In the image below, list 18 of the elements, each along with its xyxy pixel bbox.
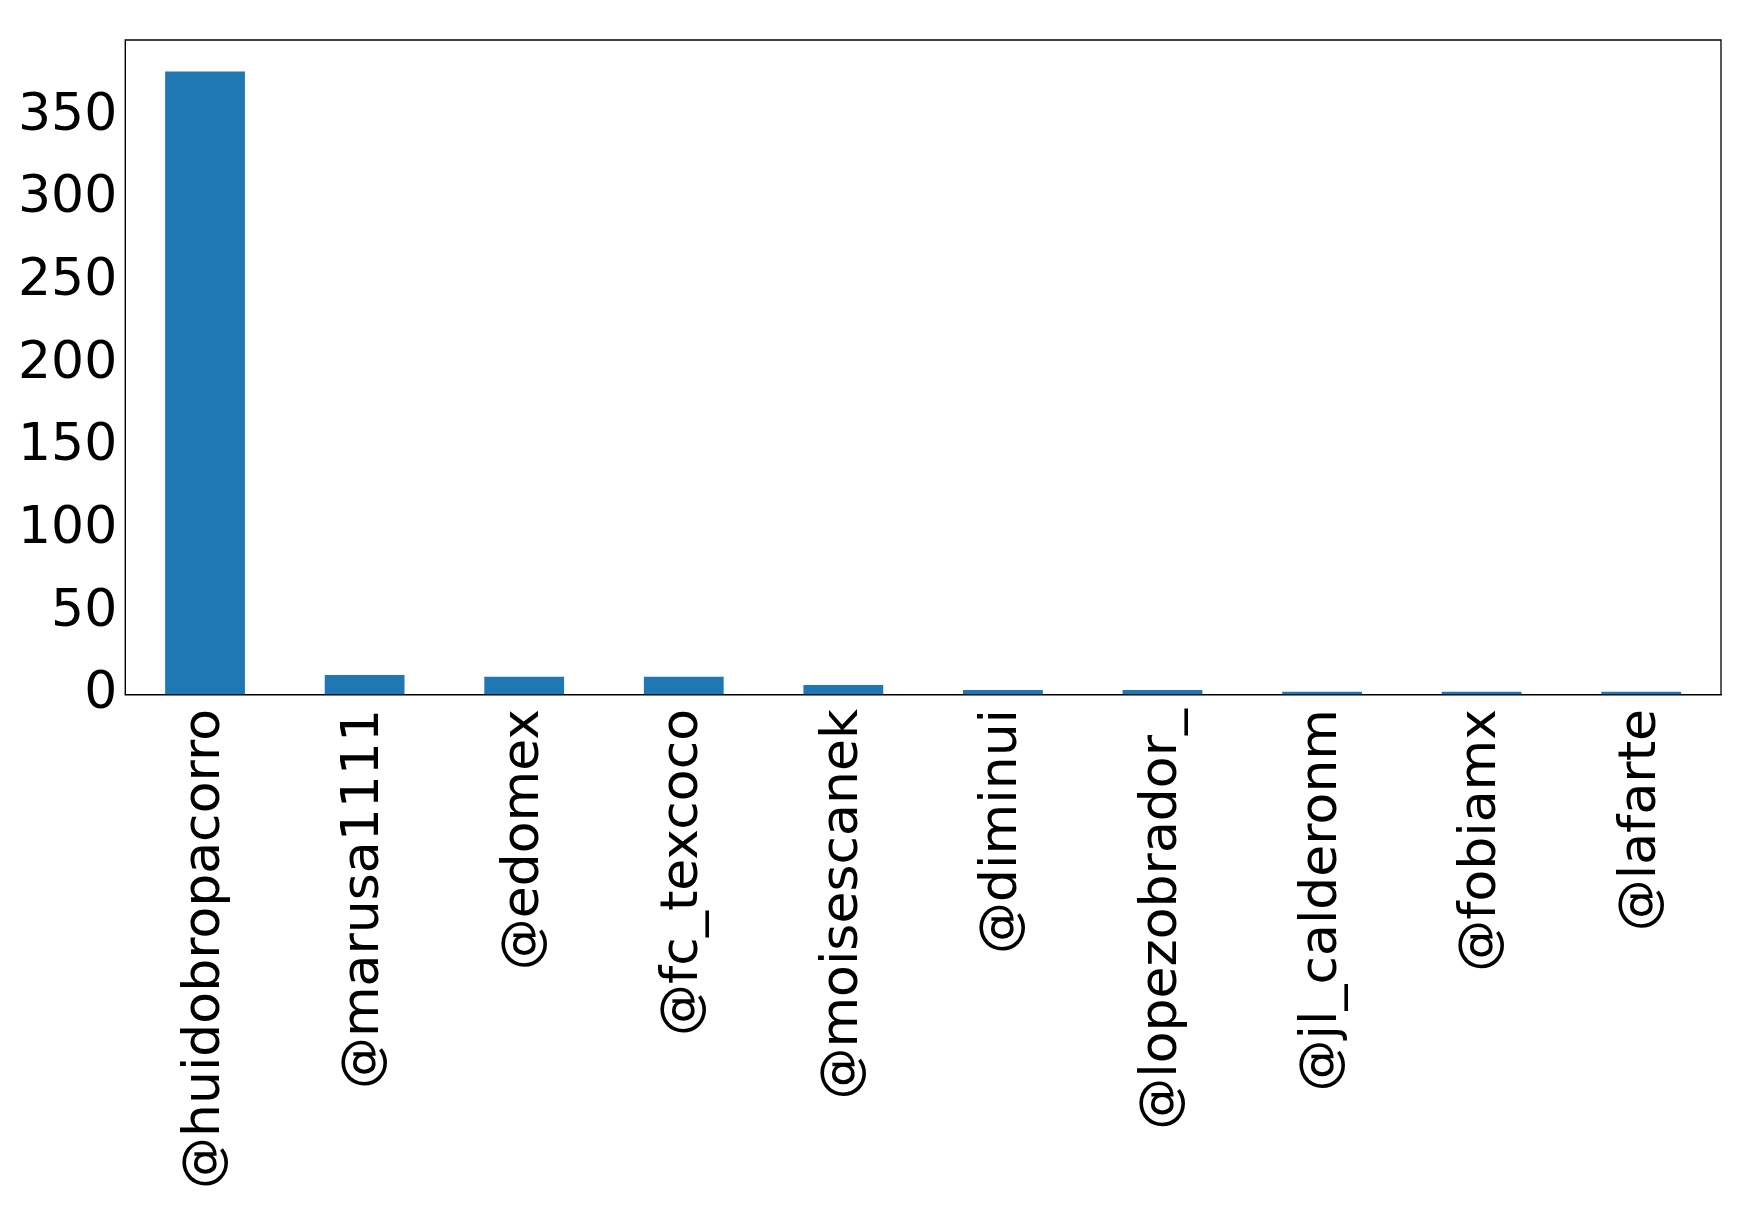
y-tick-label: 350 <box>17 81 118 142</box>
x-tick-label: @diminui <box>968 708 1029 954</box>
x-tick-label: @fc_texcoco <box>649 708 710 1036</box>
x-tick-label: @jl_calderonm <box>1287 708 1348 1092</box>
y-tick-label: 100 <box>17 495 118 556</box>
y-tick-label: 300 <box>17 164 118 225</box>
y-tick-label: 250 <box>17 246 118 307</box>
x-tick-label: @lopezobrador_ <box>1128 707 1188 1130</box>
x-tick-label: @marusa1111 <box>330 708 391 1090</box>
x-tick-label: @moisescanek <box>808 708 869 1100</box>
x-tick-label: @fobiamx <box>1447 708 1508 972</box>
y-tick-label: 0 <box>84 660 118 721</box>
x-tick-label: @edomex <box>489 708 550 971</box>
x-tick-label: @lafarte <box>1606 708 1667 932</box>
y-tick-label: 150 <box>17 412 118 473</box>
y-tick-label: 50 <box>51 577 118 638</box>
y-tick-label: 200 <box>17 329 118 390</box>
x-tick-label: @huidobropacorro <box>170 708 231 1190</box>
